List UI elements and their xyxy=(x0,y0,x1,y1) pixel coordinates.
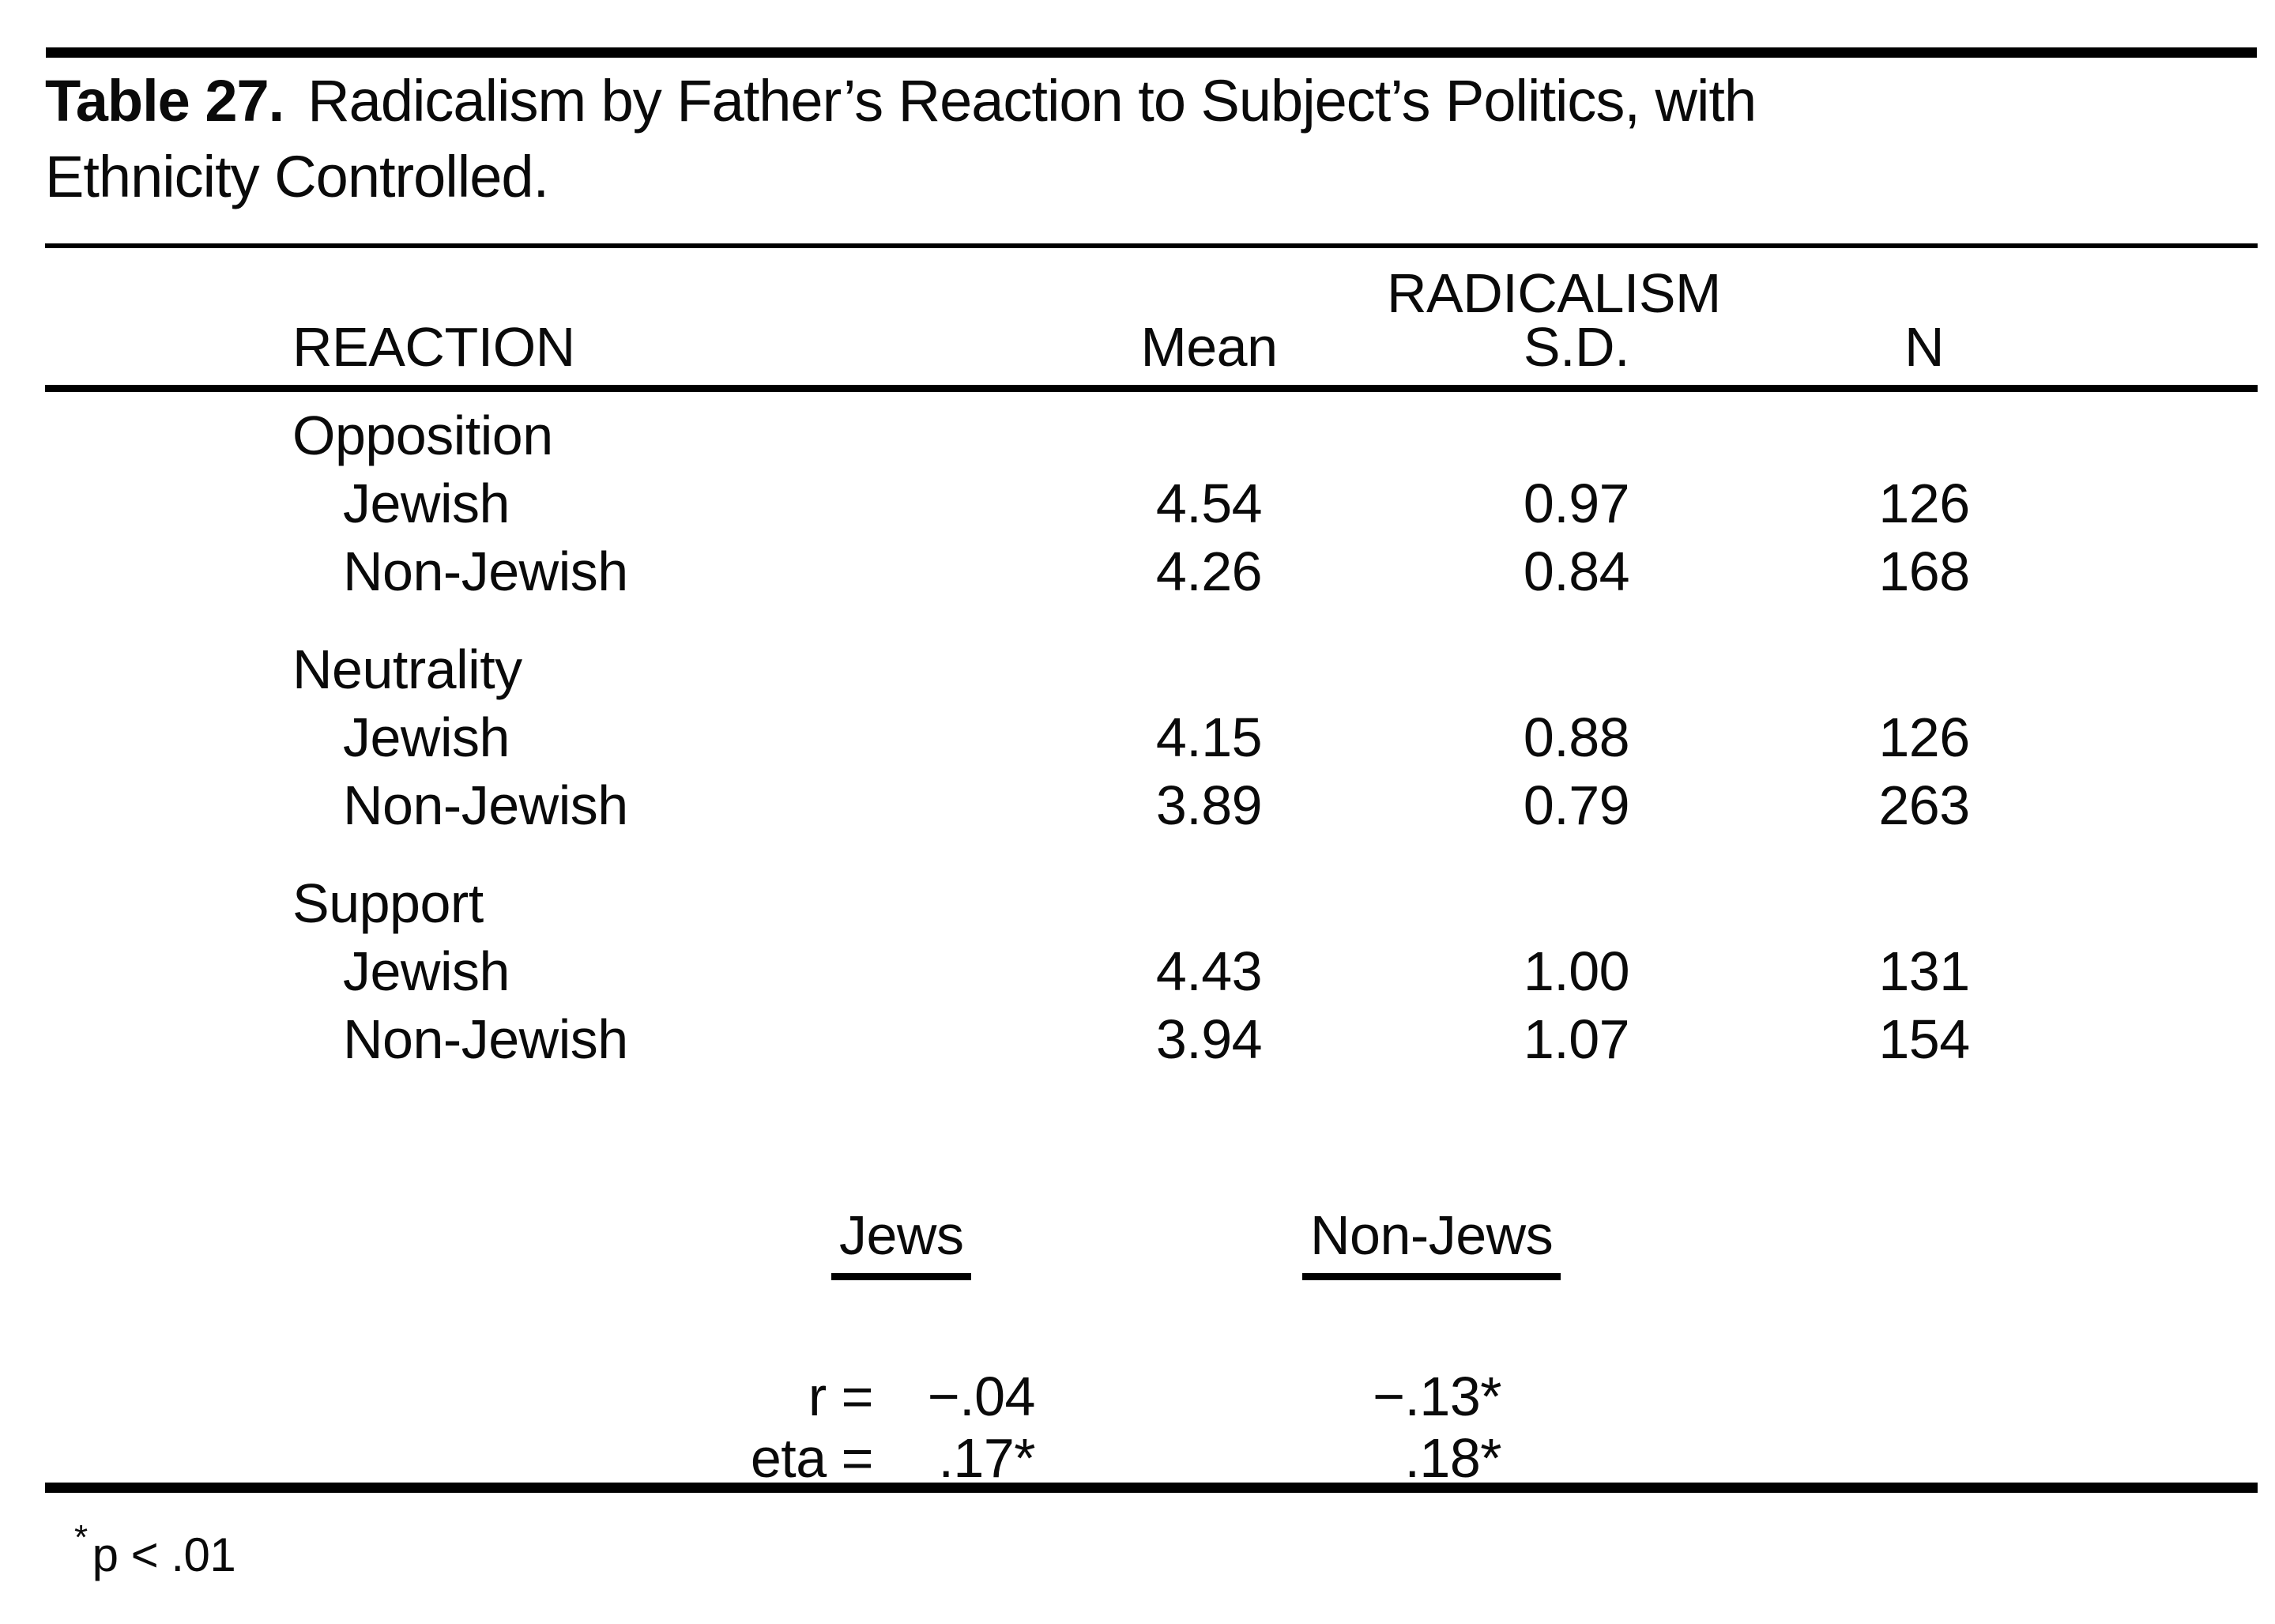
sd-value: 0.97 xyxy=(1523,473,1630,534)
table-caption-line1: Radicalism by Father’s Reaction to Subje… xyxy=(307,68,1757,134)
row-label: Jewish xyxy=(343,473,510,534)
reaction-group-opposition: Opposition Jewish 4.54 0.97 126 Non-Jewi… xyxy=(292,401,2031,605)
n-value: 126 xyxy=(1878,473,1970,534)
table-caption-line2: Ethnicity Controlled. xyxy=(45,144,549,209)
n-value: 168 xyxy=(1878,541,1970,602)
column-header-sd: S.D. xyxy=(1523,316,1630,378)
table-title: Table 27. Radicalism by Father’s Reaction… xyxy=(45,63,2115,215)
table-row: Jewish 4.15 0.88 126 xyxy=(292,703,2031,771)
stat-value-non-jews: −.13* xyxy=(1373,1366,1501,1427)
row-label: Non-Jewish xyxy=(343,1008,628,1070)
reaction-group-neutrality: Neutrality Jewish 4.15 0.88 126 Non-Jewi… xyxy=(292,635,2031,839)
group-label: Support xyxy=(292,872,484,934)
reaction-group-support: Support Jewish 4.43 1.00 131 Non-Jewish … xyxy=(292,869,2031,1073)
table-top-rule xyxy=(45,243,2258,248)
table-body: Opposition Jewish 4.54 0.97 126 Non-Jewi… xyxy=(292,392,2031,1073)
stats-row-eta: eta = .17* .18* xyxy=(0,1427,2275,1489)
column-header-reaction: REACTION xyxy=(292,316,575,378)
column-header-n: N xyxy=(1904,316,1945,378)
n-value: 131 xyxy=(1878,940,1970,1002)
footnote-marker: * xyxy=(74,1518,88,1557)
bottom-rule xyxy=(45,1483,2258,1493)
mean-value: 4.15 xyxy=(1155,706,1263,768)
column-spanner-label: RADICALISM xyxy=(1387,262,1721,324)
mean-value: 3.89 xyxy=(1155,774,1263,836)
table-row: Jewish 4.43 1.00 131 xyxy=(292,937,2031,1005)
n-value: 126 xyxy=(1878,706,1970,768)
footnote-text: p < .01 xyxy=(92,1528,236,1581)
row-label: Jewish xyxy=(343,940,510,1002)
sd-value: 0.88 xyxy=(1523,706,1630,768)
table-row: Non-Jewish 3.89 0.79 263 xyxy=(292,771,2031,839)
footnote: * p < .01 xyxy=(74,1506,236,1587)
table-header-row: REACTION Mean S.D. N xyxy=(292,315,2031,379)
row-label: Non-Jewish xyxy=(343,774,628,836)
stats-header-non-jews: Non-Jews xyxy=(1302,1208,1561,1280)
sd-value: 0.84 xyxy=(1523,541,1630,602)
column-header-mean: Mean xyxy=(1140,316,1278,378)
stat-label: r = xyxy=(808,1366,874,1427)
n-value: 263 xyxy=(1878,774,1970,836)
mean-value: 3.94 xyxy=(1155,1008,1263,1070)
top-rule xyxy=(46,47,2257,58)
mean-value: 4.43 xyxy=(1155,940,1263,1002)
sd-value: 1.00 xyxy=(1523,940,1630,1002)
stats-header-jews: Jews xyxy=(831,1208,972,1280)
stats-rows: r = −.04 −.13* eta = .17* .18* xyxy=(0,1366,2275,1489)
table-row: Non-Jewish 3.94 1.07 154 xyxy=(292,1005,2031,1073)
stats-row-r: r = −.04 −.13* xyxy=(0,1366,2275,1427)
row-label: Jewish xyxy=(343,706,510,768)
mean-value: 4.54 xyxy=(1155,473,1263,534)
table-row: Non-Jewish 4.26 0.84 168 xyxy=(292,537,2031,605)
stat-value-jews: .17* xyxy=(938,1427,1035,1489)
sd-value: 1.07 xyxy=(1523,1008,1630,1070)
row-label: Non-Jewish xyxy=(343,541,628,602)
sd-value: 0.79 xyxy=(1523,774,1630,836)
group-label: Neutrality xyxy=(292,639,522,700)
table-row: Jewish 4.54 0.97 126 xyxy=(292,469,2031,537)
header-bottom-rule xyxy=(45,385,2258,392)
group-label: Opposition xyxy=(292,405,553,466)
n-value: 154 xyxy=(1878,1008,1970,1070)
stat-value-non-jews: .18* xyxy=(1404,1427,1501,1489)
table-number: Table 27. xyxy=(45,68,284,134)
stat-label: eta = xyxy=(750,1427,874,1489)
stat-value-jews: −.04 xyxy=(927,1366,1036,1427)
mean-value: 4.26 xyxy=(1155,541,1263,602)
